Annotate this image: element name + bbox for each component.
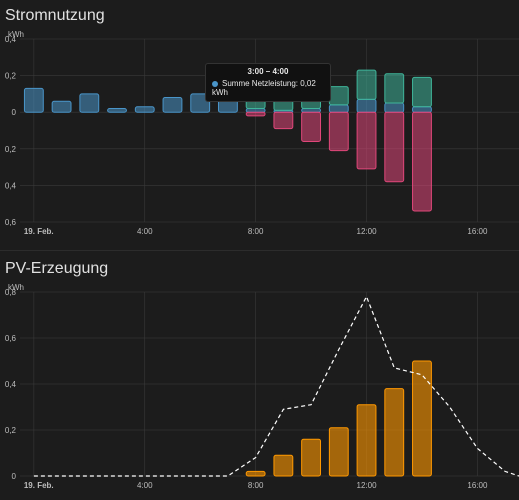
from-grid-bar xyxy=(301,111,322,142)
y-tick-label: 0,6 xyxy=(5,334,17,343)
from-grid-bar xyxy=(328,111,349,152)
y-axis-unit: kWh xyxy=(8,30,24,39)
solar-production-bar xyxy=(301,438,322,477)
x-tick-label: 8:00 xyxy=(248,227,264,236)
forecast-line xyxy=(33,295,519,477)
from-grid-bar xyxy=(384,111,405,183)
grid-return-bar xyxy=(190,93,211,113)
card-title: Stromnutzung xyxy=(5,7,105,24)
y-tick-label: 0,2 xyxy=(5,145,17,154)
grid-return-bar xyxy=(162,97,183,113)
stromnutzung-card: Stromnutzung kWh 0,4 0,2 0 0,2 0,4 0,6 19. Feb.… xyxy=(0,0,519,246)
grid-return-bar xyxy=(412,106,432,113)
solar-production-bar xyxy=(356,404,377,477)
y-tick-label: 0,4 xyxy=(5,35,17,44)
grid-return-bar xyxy=(79,93,100,113)
pv-erzeugung-chart[interactable]: kWh 0 0,2 0,4 0,6 0,8 19. Feb. 4:00 8:00 12:00 16:… xyxy=(0,254,519,500)
to-grid-bar xyxy=(328,86,349,106)
chart-tooltip: 3:00 – 4:00 Summe Netzleistung: 0,02 kWh xyxy=(205,63,331,102)
series-dot-icon xyxy=(212,80,218,87)
pv-erzeugung-card: PV-Erzeugung kWh 0 0,2 0,4 0,6 0,8 19. Feb. 4:0… xyxy=(0,254,519,500)
x-tick-label: 16:00 xyxy=(467,227,488,236)
grid-return-bar xyxy=(301,108,322,113)
grid-return-bar xyxy=(134,106,155,113)
from-grid-bar xyxy=(245,111,266,117)
to-grid-bar xyxy=(356,69,377,100)
grid-return-bar xyxy=(328,104,349,113)
x-tick-label: 4:00 xyxy=(137,227,153,236)
grid-return-bar xyxy=(384,102,405,113)
grid-return-bar xyxy=(107,108,127,113)
grid-return-bar xyxy=(356,98,377,113)
y-tick-label: 0,4 xyxy=(5,380,17,389)
solar-production-bar xyxy=(273,454,294,477)
x-tick-label: 8:00 xyxy=(248,481,264,490)
x-tick-label: 4:00 xyxy=(137,481,153,490)
from-grid-bar xyxy=(412,111,432,212)
y-axis-unit: kWh xyxy=(8,283,24,292)
tooltip-title: 3:00 – 4:00 xyxy=(247,67,289,76)
grid-return-bar xyxy=(51,100,72,113)
y-tick-label: 0 xyxy=(12,108,17,117)
x-tick-label: 19. Feb. xyxy=(24,481,54,490)
grid-return-bar xyxy=(23,87,44,113)
from-grid-bar xyxy=(273,111,294,130)
y-tick-label: 0,2 xyxy=(5,72,17,81)
x-tick-label: 19. Feb. xyxy=(24,227,54,236)
to-grid-bar xyxy=(384,73,405,104)
card-title: PV-Erzeugung xyxy=(5,260,109,277)
grid-return-bar xyxy=(245,108,266,113)
tooltip-text: Summe Netzleistung: 0,02 kWh xyxy=(212,79,316,97)
y-tick-label: 0,2 xyxy=(5,426,17,435)
to-grid-bar xyxy=(412,76,432,108)
solar-production-bar xyxy=(412,360,432,477)
card-divider xyxy=(0,250,519,251)
solar-production-bar xyxy=(384,388,405,477)
x-tick-label: 16:00 xyxy=(467,481,488,490)
y-tick-label: 0,8 xyxy=(5,288,17,297)
solar-production-bar xyxy=(328,427,349,477)
x-tick-label: 12:00 xyxy=(357,227,378,236)
solar-production-bar xyxy=(245,470,266,477)
y-tick-label: 0,6 xyxy=(5,218,17,227)
from-grid-bar xyxy=(356,111,377,170)
y-tick-label: 0 xyxy=(12,472,17,481)
y-tick-label: 0,4 xyxy=(5,181,17,190)
x-tick-label: 12:00 xyxy=(357,481,378,490)
